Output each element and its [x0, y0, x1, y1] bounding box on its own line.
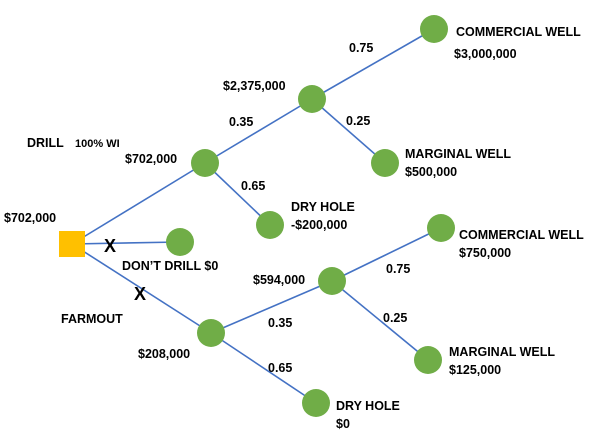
- end-node: [166, 228, 194, 256]
- decision-node: [59, 231, 85, 257]
- outcome-value: $125,000: [449, 363, 501, 377]
- branch: [71, 243, 212, 334]
- branch: [331, 227, 442, 282]
- value-label: $594,000: [253, 273, 305, 287]
- branch-label: FARMOUT: [61, 312, 123, 326]
- chance-node: [298, 85, 326, 113]
- value-label: $702,000: [125, 152, 177, 166]
- outcome-label: DRY HOLE: [336, 399, 400, 413]
- chance-node: [191, 149, 219, 177]
- branch: [204, 98, 313, 164]
- outcome-value: $0: [336, 417, 350, 431]
- rejected-mark: X: [104, 236, 116, 256]
- outcome-label: MARGINAL WELL: [449, 345, 555, 359]
- branch: [210, 280, 333, 334]
- probability: 0.65: [241, 179, 265, 193]
- value-label: $702,000: [4, 211, 56, 225]
- outcome-label: MARGINAL WELL: [405, 147, 511, 161]
- branch-note: 100% WI: [75, 138, 120, 150]
- value-label: $2,375,000: [223, 79, 286, 93]
- branch: [331, 280, 429, 361]
- outcome-label: COMMERCIAL WELL: [456, 25, 581, 39]
- chance-node: [318, 267, 346, 295]
- branch-label: DON’T DRILL $0: [122, 259, 218, 273]
- probability: 0.65: [268, 361, 292, 375]
- branch: [210, 332, 317, 404]
- branch: [71, 241, 181, 245]
- end-node: [420, 15, 448, 43]
- branch: [71, 162, 206, 245]
- probability: 0.35: [268, 316, 292, 330]
- probability: 0.35: [229, 115, 253, 129]
- branch: [204, 162, 271, 226]
- end-node: [427, 214, 455, 242]
- outcome-value: -$200,000: [291, 218, 347, 232]
- nodes: [166, 15, 455, 417]
- chance-node: [197, 319, 225, 347]
- value-label: $208,000: [138, 347, 190, 361]
- outcome-value: $750,000: [459, 246, 511, 260]
- branch: [311, 28, 435, 100]
- end-node: [256, 211, 284, 239]
- outcome-label: COMMERCIAL WELL: [459, 228, 584, 242]
- outcome-value: $500,000: [405, 165, 457, 179]
- outcome-label: DRY HOLE: [291, 200, 355, 214]
- end-node: [371, 149, 399, 177]
- probability: 0.25: [383, 311, 407, 325]
- probability: 0.75: [349, 41, 373, 55]
- branches: [71, 28, 442, 404]
- branch: [311, 98, 386, 164]
- outcome-value: $3,000,000: [454, 47, 517, 61]
- probability: 0.75: [386, 262, 410, 276]
- end-node: [302, 389, 330, 417]
- probability: 0.25: [346, 114, 370, 128]
- rejected-mark: X: [134, 284, 146, 304]
- branch-label: DRILL: [27, 136, 64, 150]
- end-node: [414, 346, 442, 374]
